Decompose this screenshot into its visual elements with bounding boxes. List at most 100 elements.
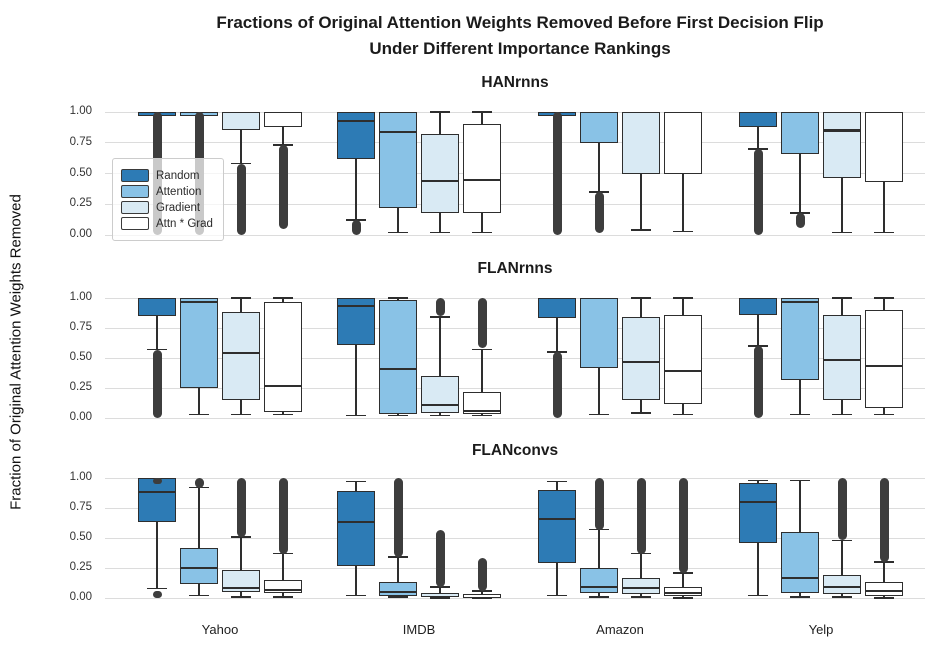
whisker-lower [156,522,158,589]
whisker-upper [883,298,885,310]
gridline [105,387,925,389]
figure-title-line1: Fractions of Original Attention Weights … [216,13,824,32]
whisker-cap-lower [673,413,693,416]
y-tick-label: 0.25 [69,381,92,393]
fliers-column [552,352,562,418]
whisker-cap-lower [346,594,366,597]
whisker-cap-upper [231,536,251,538]
box-gradient [622,112,660,174]
box-attention [781,532,819,594]
whisker-upper [841,298,843,315]
whisker-cap-lower [673,230,693,233]
box-random [138,478,176,523]
fliers-column [594,478,604,530]
box-random [538,490,576,564]
whisker-cap-lower [430,231,450,234]
whisker-cap-upper [790,479,810,482]
y-tick-label: 0.50 [69,351,92,363]
whisker-cap-lower [346,414,366,417]
median-line [264,588,302,591]
whisker-upper [757,480,759,483]
x-tick-label-yelp: Yelp [808,622,834,637]
fliers-column [152,349,162,418]
whisker-cap-lower [189,594,209,597]
whisker-cap-lower [231,596,251,598]
legend-swatch-gradient [121,201,149,214]
whisker-cap-upper [189,486,209,489]
whisker-lower [682,173,684,232]
whisker-cap-upper [631,552,651,555]
whisker-cap-lower [832,413,852,416]
median-line [337,305,375,308]
median-line [865,589,903,592]
whisker-lower [556,563,558,596]
whisker-cap-upper [673,572,693,574]
median-line [421,403,459,406]
box-attention [180,298,218,388]
y-tick-label: 1.00 [69,471,92,483]
box-attention [580,568,618,594]
fliers-column [678,478,688,573]
y-tick-label: 1.00 [69,105,92,117]
y-tick-label: 0.00 [69,591,92,603]
gridline [105,357,925,359]
median-line [622,360,660,363]
legend-label-gradient: Gradient [156,201,201,214]
box-attn---grad [264,112,302,127]
whisker-cap-upper [430,111,450,113]
whisker-cap-upper [472,348,492,351]
median-line [379,130,417,133]
whisker-lower [282,412,284,415]
gridline [105,417,925,419]
whisker-cap-upper [472,590,492,592]
x-tick-label-amazon: Amazon [596,622,644,637]
whisker-upper [556,481,558,490]
fliers-column [152,590,162,598]
whisker-upper [481,112,483,125]
median-line [264,384,302,387]
whisker-cap-lower [631,229,651,231]
box-random [138,298,176,316]
box-attn---grad [865,582,903,596]
whisker-upper [240,298,242,313]
whisker-cap-lower [673,597,693,599]
box-attention [180,547,218,584]
subplot-title-hanrnns: HANrnns [481,74,549,91]
x-tick-label-imdb: IMDB [402,622,436,637]
whisker-cap-upper [589,528,609,531]
fliers-column [236,478,246,537]
box-attn---grad [264,301,302,412]
whisker-upper [640,553,642,578]
whisker-upper [198,487,200,548]
fliers-column [435,298,445,316]
whisker-cap-upper [832,539,852,542]
whisker-cap-upper [631,297,651,299]
whisker-lower [481,212,483,233]
whisker-cap-lower [631,412,651,414]
y-tick-label: 0.75 [69,321,92,333]
median-line [781,576,819,579]
whisker-cap-lower [472,231,492,234]
y-tick-label: 0.25 [69,197,92,210]
whisker-lower [682,595,684,598]
fliers-column [636,478,646,554]
whisker-lower [282,593,284,597]
whisker-lower [640,594,642,597]
whisker-upper [481,349,483,392]
whisker-cap-lower [748,345,768,347]
fliers-column [477,558,487,591]
whisker-upper [682,572,684,588]
whisker-lower [397,207,399,233]
whisker-upper [841,540,843,576]
median-line [781,300,819,303]
whisker-cap-lower [430,597,450,599]
box-attn---grad [463,391,501,415]
whisker-lower [439,413,441,416]
median-line [823,586,861,589]
whisker-lower [841,400,843,415]
box-attention [379,582,417,596]
median-line [421,179,459,182]
whisker-lower [439,212,441,233]
median-line [865,365,903,368]
y-tick-label: 0.75 [69,501,92,513]
